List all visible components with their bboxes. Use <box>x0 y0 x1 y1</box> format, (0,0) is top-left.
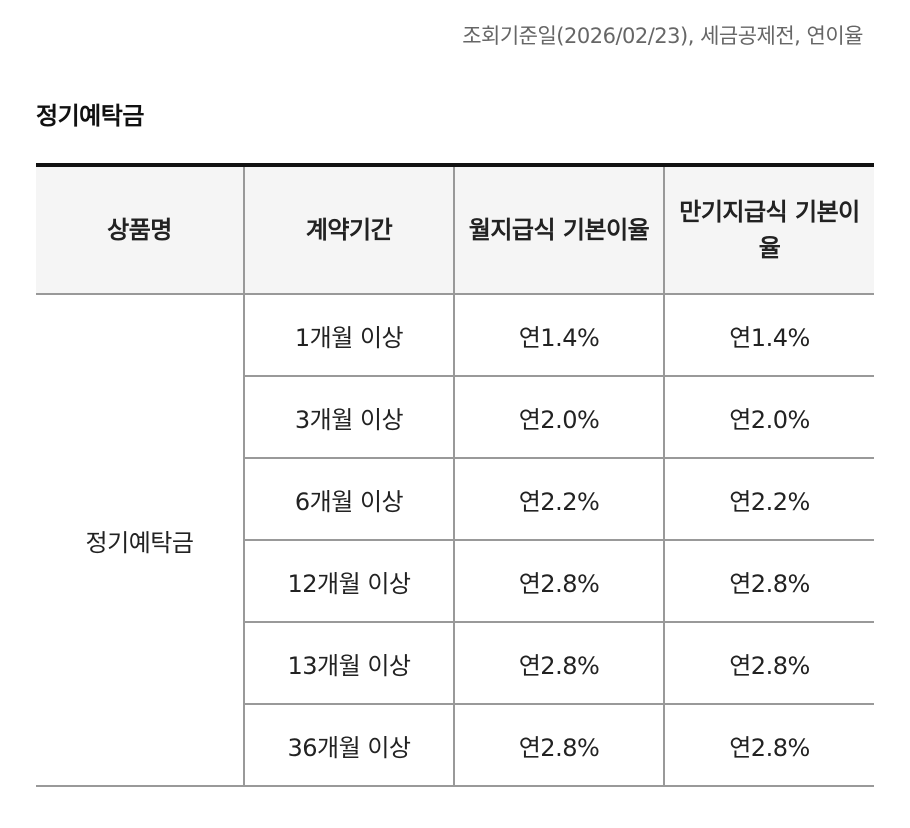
maturity-rate-cell: 연2.0% <box>663 376 874 459</box>
section-title: 정기예탁금 <box>36 102 144 130</box>
inquiry-date-note: 조회기준일(2026/02/23), 세금공제전, 연이율 <box>462 24 863 48</box>
header-product-name: 상품명 <box>36 165 244 295</box>
header-maturity-rate: 만기지급식 기본이율 <box>663 165 874 295</box>
maturity-rate-cell: 연2.8% <box>663 540 874 623</box>
table-header-row: 상품명 계약기간 월지급식 기본이율 만기지급식 기본이율 <box>36 165 874 295</box>
period-cell: 13개월 이상 <box>243 622 454 705</box>
monthly-rate-cell: 연1.4% <box>453 294 664 377</box>
table-row: 3개월 이상 연2.0% 연2.0% <box>36 376 874 459</box>
table-row: 정기예탁금 1개월 이상 연1.4% 연1.4% <box>36 294 874 787</box>
table-row: 13개월 이상 연2.8% 연2.8% <box>36 622 874 705</box>
header-monthly-rate: 월지급식 기본이율 <box>453 165 664 295</box>
maturity-rate-cell: 연2.2% <box>663 458 874 541</box>
table-row: 6개월 이상 연2.2% 연2.2% <box>36 458 874 541</box>
maturity-rate-cell: 연2.8% <box>663 704 874 786</box>
period-cell: 36개월 이상 <box>243 704 454 786</box>
monthly-rate-cell: 연2.8% <box>453 704 664 786</box>
maturity-rate-cell: 연2.8% <box>663 622 874 705</box>
period-cell: 3개월 이상 <box>243 376 454 459</box>
monthly-rate-cell: 연2.8% <box>453 622 664 705</box>
product-name-cell: 정기예탁금 <box>36 294 244 787</box>
period-cell: 12개월 이상 <box>243 540 454 623</box>
table-row: 12개월 이상 연2.8% 연2.8% <box>36 540 874 623</box>
monthly-rate-cell: 연2.8% <box>453 540 664 623</box>
monthly-rate-cell: 연2.2% <box>453 458 664 541</box>
period-cell: 1개월 이상 <box>243 294 454 377</box>
interest-rate-table: 상품명 계약기간 월지급식 기본이율 만기지급식 기본이율 정기예탁금 1개월 … <box>36 163 874 787</box>
period-cell: 6개월 이상 <box>243 458 454 541</box>
monthly-rate-cell: 연2.0% <box>453 376 664 459</box>
maturity-rate-cell: 연1.4% <box>663 294 874 377</box>
header-contract-period: 계약기간 <box>243 165 454 295</box>
table-row: 36개월 이상 연2.8% 연2.8% <box>36 704 874 786</box>
